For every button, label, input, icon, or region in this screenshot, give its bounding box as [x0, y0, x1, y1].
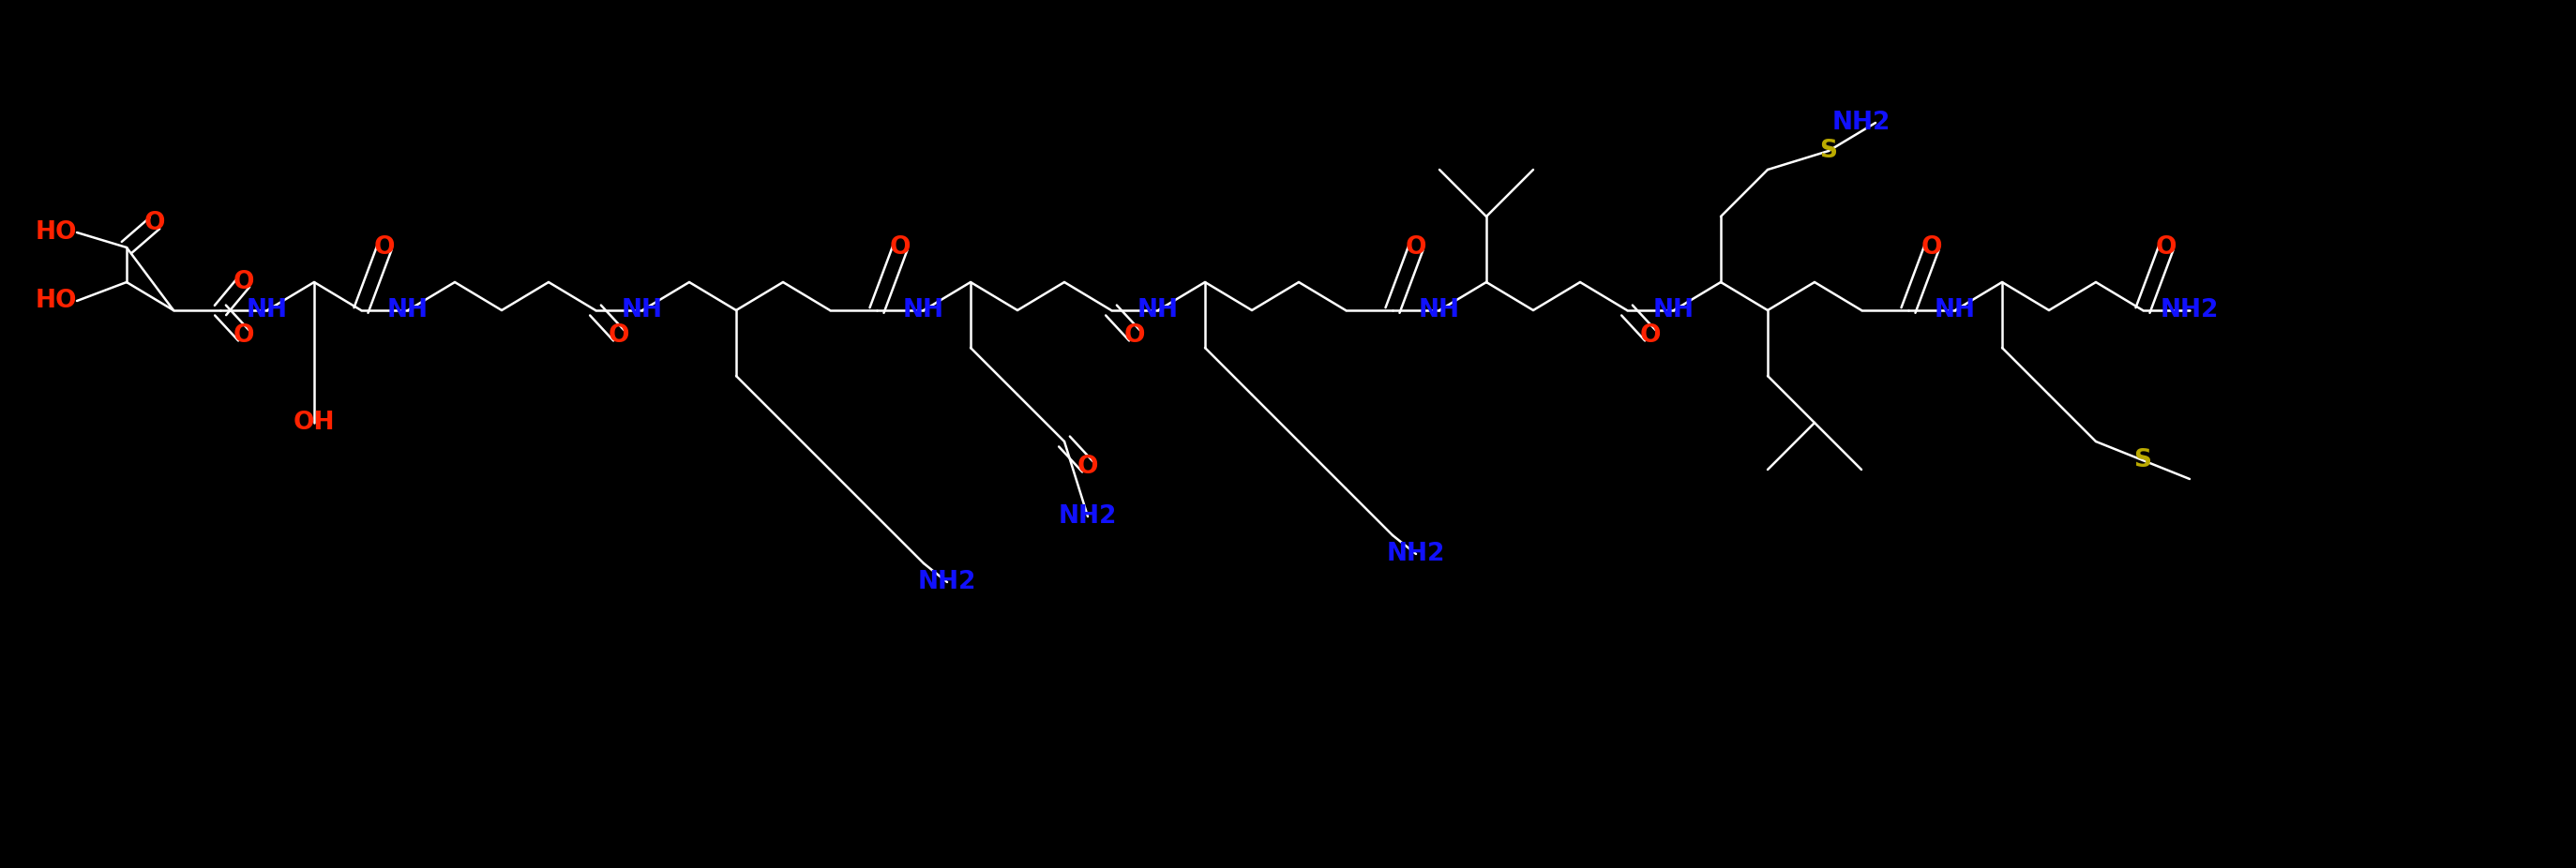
Text: NH: NH [1654, 298, 1695, 322]
Text: NH2: NH2 [917, 570, 976, 595]
Text: O: O [889, 235, 912, 260]
Text: O: O [1922, 235, 1942, 260]
Text: S: S [1819, 139, 1837, 163]
Text: NH2: NH2 [1386, 542, 1445, 566]
Text: NH: NH [1935, 298, 1976, 322]
Text: O: O [1077, 455, 1097, 479]
Text: NH: NH [386, 298, 428, 322]
Text: O: O [234, 270, 255, 294]
Text: O: O [144, 211, 165, 235]
Text: NH2: NH2 [2161, 298, 2218, 322]
Text: HO: HO [36, 289, 77, 313]
Text: NH: NH [904, 298, 945, 322]
Text: NH2: NH2 [1832, 110, 1891, 135]
Text: OH: OH [294, 411, 335, 435]
Text: O: O [1406, 235, 1427, 260]
Text: O: O [608, 324, 629, 348]
Text: O: O [234, 324, 255, 348]
Text: NH: NH [1139, 298, 1180, 322]
Text: O: O [2156, 235, 2177, 260]
Text: S: S [2133, 448, 2151, 472]
Text: NH: NH [621, 298, 662, 322]
Text: O: O [374, 235, 394, 260]
Text: O: O [1641, 324, 1662, 348]
Text: NH: NH [1419, 298, 1461, 322]
Text: HO: HO [36, 220, 77, 245]
Text: NH: NH [247, 298, 289, 322]
Text: NH2: NH2 [1059, 504, 1118, 529]
Text: O: O [1123, 324, 1146, 348]
